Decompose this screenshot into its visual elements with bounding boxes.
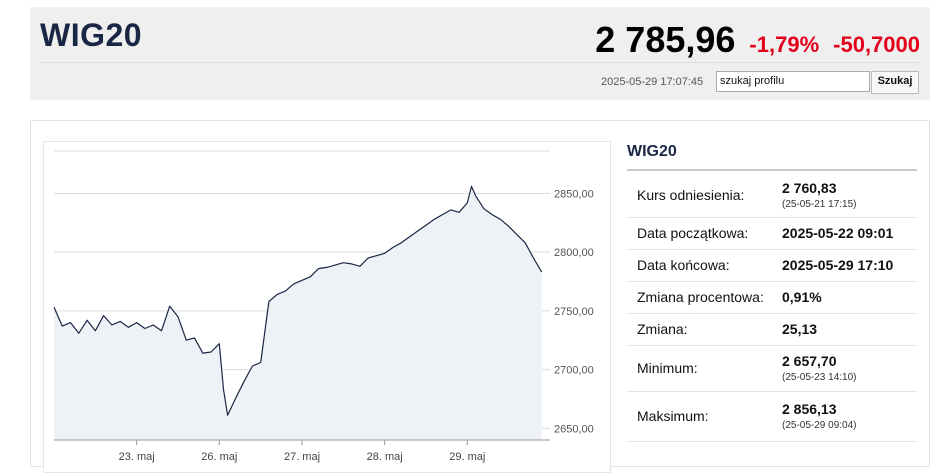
x-tick-label: 29. maj [449,451,485,463]
stats-value-date: (25-05-21 17:15) [782,198,857,210]
info-panel: WIG20 Kurs odniesienia: 2 760,83 (25-05-21… [627,143,917,442]
search-button[interactable]: Szukaj [871,71,919,94]
y-tick-label: 2850,00 [554,188,594,200]
stats-value: 0,91% [782,281,917,314]
stats-value-text: 2 657,70 [782,353,837,369]
price-summary: 2 785,96 -1,79% -50,7000 [595,19,920,61]
change-absolute: -50,7000 [833,32,920,57]
stats-row: Zmiana procentowa: 0,91% [627,281,917,314]
page-title: WIG20 [40,17,143,53]
header-bar: WIG20 2 785,96 -1,79% -50,7000 2025-05-2… [30,7,930,100]
stats-value: 2 657,70 (25-05-23 14:10) [782,345,917,392]
info-title: WIG20 [627,143,917,171]
stats-value-text: 2025-05-22 09:01 [782,225,894,241]
y-tick-label: 2700,00 [554,365,594,377]
y-tick-label: 2650,00 [554,423,594,435]
price-line [53,185,543,416]
x-tick-label: 28. maj [367,451,403,463]
stats-value-text: 2 760,83 [782,179,837,196]
stats-label: Data początkowa: [627,217,782,250]
search-input[interactable]: szukaj profilu [716,71,870,92]
header-divider [40,62,920,63]
stats-value: 2025-05-29 17:10 [782,249,917,282]
current-price: 2 785,96 [595,19,736,60]
stats-value-text: 0,91% [782,289,822,305]
stats-value: 2 760,83 (25-05-21 17:15) [782,173,917,218]
x-tick-label: 23. maj [119,451,155,463]
y-tick-label: 2800,00 [554,247,594,259]
x-tick-label: 27. maj [284,451,320,463]
stats-label: Minimum: [627,345,782,392]
timestamp: 2025-05-29 17:07:45 [601,76,704,88]
stats-label: Data końcowa: [627,249,782,282]
y-tick-label: 2750,00 [554,306,594,318]
price-area [54,186,542,440]
stats-value: 2 856,13 (25-05-29 09:04) [782,391,917,442]
stats-value-date: (25-05-29 09:04) [782,420,857,431]
stats-row: Zmiana: 25,13 [627,313,917,346]
stats-row: Minimum: 2 657,70 (25-05-23 14:10) [627,345,917,392]
stats-label: Maksimum: [627,391,782,442]
x-tick-label: 26. maj [201,451,237,463]
stats-label: Zmiana: [627,313,782,346]
chart-svg: 2850,00 2800,00 2750,00 2700,00 2650,00 23. m… [53,150,594,463]
stats-value: 25,13 [782,313,917,346]
stats-row: Kurs odniesienia: 2 760,83 (25-05-21 17:15… [627,173,917,218]
stats-value-date: (25-05-23 14:10) [782,372,857,383]
change-percent: -1,79% [749,32,820,57]
stats-value-text: 2025-05-29 17:10 [782,257,894,273]
stats-value-text: 2 856,13 [782,401,837,417]
stats-row: Maksimum: 2 856,13 (25-05-29 09:04) [627,391,917,442]
stats-row: Data początkowa: 2025-05-22 09:01 [627,217,917,250]
stats-value-text: 25,13 [782,321,818,337]
main-panel: 2850,00 2800,00 2750,00 2700,00 2650,00 23. m… [30,120,930,473]
stats-value: 2025-05-22 09:01 [782,217,917,250]
stats-table: Kurs odniesienia: 2 760,83 (25-05-21 17:15… [627,173,917,442]
stats-label: Zmiana procentowa: [627,281,782,314]
price-chart[interactable]: 2850,00 2800,00 2750,00 2700,00 2650,00 23. m… [43,141,611,473]
stats-label: Kurs odniesienia: [627,173,782,218]
stats-row: Data końcowa: 2025-05-29 17:10 [627,249,917,282]
